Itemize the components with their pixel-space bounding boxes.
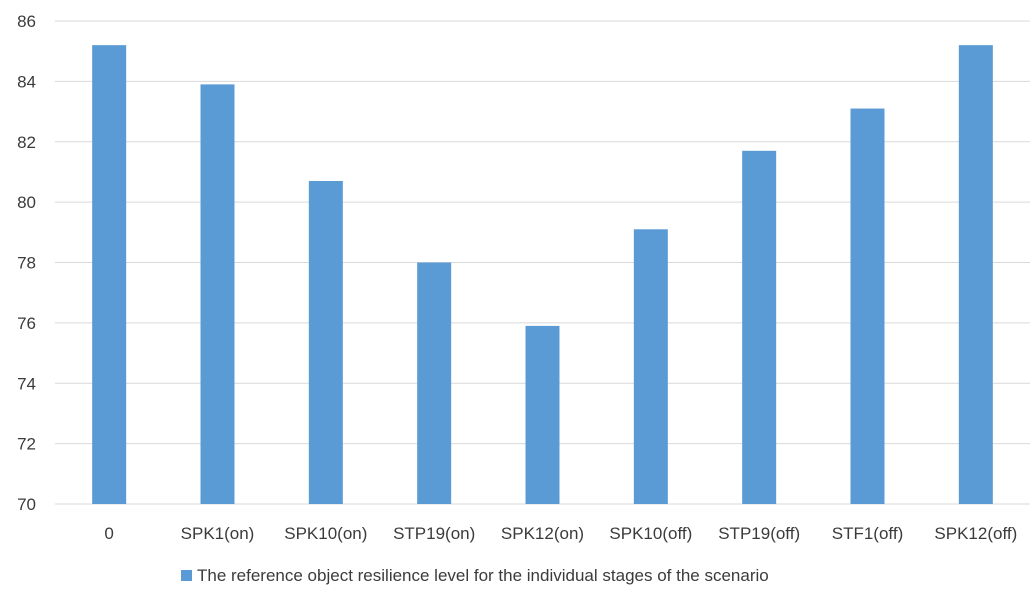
x-tick-label: STP19(off)	[718, 524, 800, 543]
legend: The reference object resilience level fo…	[181, 566, 769, 585]
y-tick-label: 76	[17, 314, 36, 333]
bar	[200, 84, 235, 505]
bar	[525, 325, 560, 504]
x-tick-label: SPK1(on)	[181, 524, 255, 543]
y-tick-label: 74	[17, 374, 36, 393]
y-tick-label: 70	[17, 495, 36, 514]
y-axis-ticks: 70 72 74 76 78 80 82 84 86	[17, 12, 36, 514]
bar	[958, 45, 993, 505]
legend-swatch	[181, 570, 192, 581]
bar	[633, 229, 668, 504]
y-tick-label: 80	[17, 193, 36, 212]
y-tick-label: 84	[17, 72, 36, 91]
x-tick-label: SPK10(on)	[284, 524, 367, 543]
x-tick-label: SPK10(off)	[609, 524, 692, 543]
bar	[92, 45, 127, 505]
y-tick-label: 78	[17, 254, 36, 273]
bar	[417, 262, 452, 504]
y-tick-label: 72	[17, 435, 36, 454]
bars	[92, 45, 993, 505]
bar	[308, 180, 343, 504]
y-tick-label: 82	[17, 133, 36, 152]
x-tick-label: 0	[104, 524, 113, 543]
x-axis-ticks: 0 SPK1(on) SPK10(on) STP19(on) SPK12(on) SPK1…	[104, 524, 1017, 543]
x-tick-label: STP19(on)	[393, 524, 475, 543]
bar	[742, 150, 777, 504]
x-tick-label: STF1(off)	[832, 524, 903, 543]
x-tick-label: SPK12(on)	[501, 524, 584, 543]
x-tick-label: SPK12(off)	[934, 524, 1017, 543]
y-tick-label: 86	[17, 12, 36, 31]
legend-label: The reference object resilience level fo…	[197, 566, 769, 585]
bar	[850, 108, 885, 504]
